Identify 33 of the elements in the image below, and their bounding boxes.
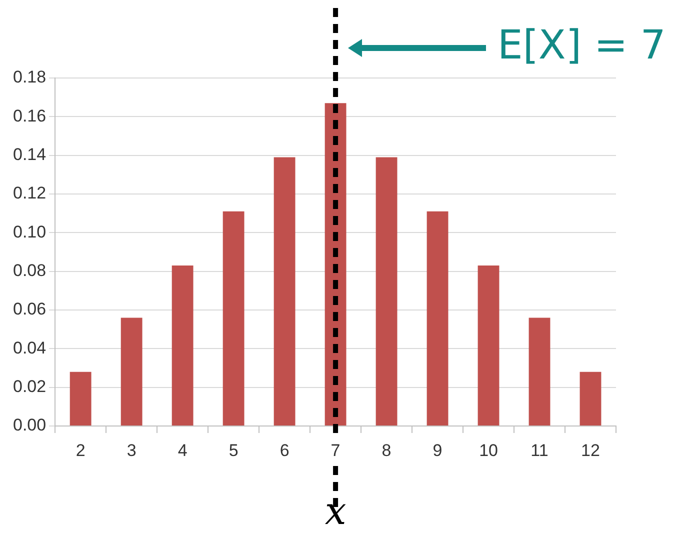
x-tick-label: 3	[126, 440, 136, 460]
x-tick-label: 10	[479, 440, 498, 460]
bar	[376, 157, 398, 426]
y-tick-label: 0.00	[12, 416, 46, 435]
x-tick-label: 6	[280, 440, 290, 460]
bar	[172, 266, 194, 426]
bar	[528, 318, 550, 426]
x-tick-label: 7	[330, 440, 340, 460]
x-tick-label: 5	[228, 440, 238, 460]
y-tick-label: 0.08	[12, 261, 46, 280]
y-tick-label: 0.02	[12, 377, 46, 396]
y-tick-label: 0.16	[12, 106, 46, 126]
y-tick-label: 0.10	[12, 222, 46, 242]
bar	[580, 372, 602, 426]
y-tick-label: 0.14	[12, 145, 46, 164]
text: E[X] = 7	[498, 22, 666, 68]
x-tick-label: 9	[432, 440, 442, 460]
bar	[478, 266, 500, 426]
y-tick-label: 0.04	[12, 338, 46, 358]
y-tick-label: 0.12	[12, 184, 46, 203]
x-tick-label: 8	[382, 440, 392, 460]
x-tick-label: 12	[581, 440, 600, 460]
bar	[426, 211, 448, 426]
x-tick-label: 2	[76, 440, 86, 460]
bar	[222, 211, 244, 426]
x-tick-label: 4	[178, 440, 188, 460]
y-tick-label: 0.18	[12, 68, 46, 87]
bar	[274, 157, 296, 426]
bar	[120, 318, 142, 426]
x-tick-label: 11	[530, 440, 548, 460]
x-axis-title: x	[324, 489, 346, 534]
bar	[70, 372, 92, 426]
y-tick-label: 0.06	[12, 300, 46, 319]
